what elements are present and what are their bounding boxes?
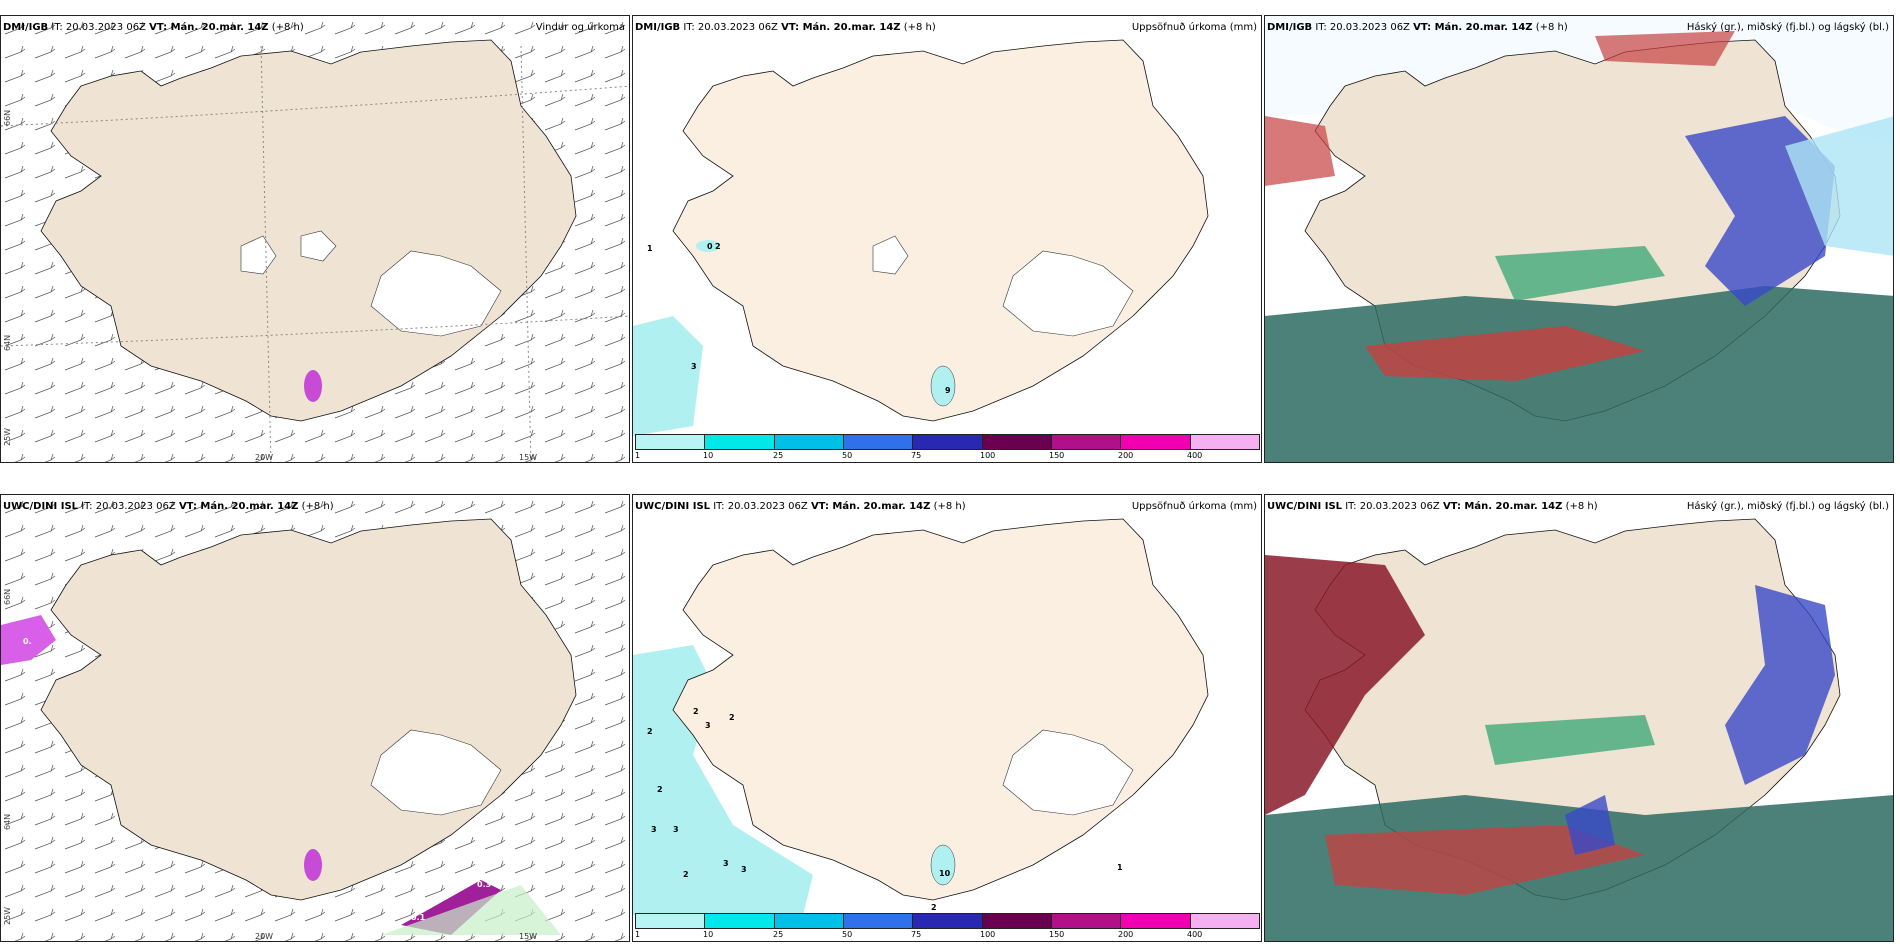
precip-area: [930, 365, 956, 407]
precip-value-label: 2: [647, 727, 653, 736]
precip-area: [633, 316, 703, 436]
panel-wind-precip-uwc: UWC/DINI ISL IT: 20.03.2023 06Z VT: Mán.…: [0, 494, 630, 942]
panel-header: DMI/IGB IT: 20.03.2023 06Z VT: Mán. 20.m…: [1267, 22, 1568, 33]
precip-area: [696, 240, 720, 252]
mid-cloud-area: [1725, 585, 1835, 785]
precip-map: [633, 518, 1209, 915]
precip-legend: 1 10 25 50 75 100 150 200 400: [635, 434, 1260, 460]
product-title: Vindur og úrkoma: [535, 22, 625, 33]
glacier-vatnajokull: [1002, 729, 1134, 816]
precip-value-label: 9: [945, 386, 951, 395]
precip-area: [304, 849, 322, 881]
panel-header: DMI/IGB IT: 20.03.2023 06Z VT: Mán. 20.m…: [3, 22, 304, 33]
product-title: Uppsöfnuð úrkoma (mm): [1131, 22, 1257, 33]
legend-ticks: 1 10 25 50 75 100 150 200 400: [635, 930, 1203, 939]
panel-clouds-uwc: UWC/DINI ISL IT: 20.03.2023 06Z VT: Mán.…: [1264, 494, 1894, 942]
lat-label: 64N: [3, 813, 12, 830]
lat-label: 25W: [3, 427, 12, 446]
lon-label: 15W: [519, 453, 538, 462]
lat-label: 25W: [3, 906, 12, 925]
low-cloud-area: [1265, 555, 1425, 815]
precip-value-label: 10: [939, 869, 951, 878]
precip-value-label: 2: [715, 242, 721, 251]
precip-value-label: 0.: [23, 637, 32, 646]
legend-colorbar: [635, 434, 1260, 450]
wind-map: [1, 495, 629, 941]
precip-area: [930, 844, 956, 886]
precip-legend: 1 10 25 50 75 100 150 200 400: [635, 913, 1260, 939]
lat-label: 64N: [3, 334, 12, 351]
glacier-hofsjokull: [300, 230, 337, 262]
cloud-map: [1265, 495, 1893, 941]
precip-value-label: 2: [683, 870, 689, 879]
glacier-vatnajokull: [370, 250, 502, 337]
precip-value-label: 2: [931, 903, 937, 912]
low-cloud-area: [1595, 31, 1735, 66]
precip-value-label: 0.1: [411, 913, 426, 922]
lat-label: 66N: [3, 588, 12, 605]
precip-value-label: 3: [723, 859, 729, 868]
high-cloud-area: [1495, 246, 1665, 301]
mid-cloud-area: [1785, 116, 1893, 256]
precip-value-label: 3: [741, 865, 747, 874]
high-cloud-area: [1485, 715, 1655, 765]
glacier-vatnajokull: [1002, 250, 1134, 337]
low-cloud-area: [1365, 326, 1645, 381]
glacier-langjokull: [240, 235, 277, 275]
mid-cloud-area: [1565, 795, 1615, 855]
legend-colorbar: [635, 913, 1260, 929]
precip-value-label: 2: [729, 713, 735, 722]
precip-value-label: 2: [657, 785, 663, 794]
glacier-langjokull: [872, 235, 909, 275]
cloud-map: [1265, 16, 1893, 462]
low-cloud-area: [1325, 825, 1645, 895]
panel-clouds-dmi: DMI/IGB IT: 20.03.2023 06Z VT: Mán. 20.m…: [1264, 15, 1894, 463]
panel-accum-precip-dmi: DMI/IGB IT: 20.03.2023 06Z VT: Mán. 20.m…: [632, 15, 1262, 463]
lat-label: 66N: [3, 109, 12, 126]
wind-map: [1, 16, 629, 462]
panel-header: UWC/DINI ISL IT: 20.03.2023 06Z VT: Mán.…: [1267, 501, 1598, 512]
iceland-land: [672, 39, 1209, 422]
panel-header: UWC/DINI ISL IT: 20.03.2023 06Z VT: Mán.…: [635, 501, 966, 512]
low-cloud-area: [1265, 116, 1335, 186]
precip-value-label: 1: [1117, 863, 1123, 872]
product-title: Háský (gr.), miðský (fj.bl.) og lágský (…: [1686, 22, 1889, 33]
precip-value-label: 2: [693, 707, 699, 716]
precip-area: [1, 615, 56, 665]
precip-value-label: 3: [705, 721, 711, 730]
lon-label: 20W: [255, 932, 274, 941]
glacier-vatnajokull: [370, 729, 502, 816]
precip-map: [633, 39, 1209, 436]
precip-value-label: 1: [647, 244, 653, 253]
precip-value-label: 3: [651, 825, 657, 834]
lon-label: 20W: [255, 453, 274, 462]
panel-header: UWC/DINI ISL IT: 20.03.2023 06Z VT: Mán.…: [3, 501, 334, 512]
precip-area: [304, 370, 322, 402]
precip-value-label: 0: [707, 242, 713, 251]
panel-accum-precip-uwc: UWC/DINI ISL IT: 20.03.2023 06Z VT: Mán.…: [632, 494, 1262, 942]
precip-value-label: 3: [691, 362, 697, 371]
precip-value-label: 0.3: [477, 880, 492, 889]
product-title: Uppsöfnuð úrkoma (mm): [1131, 501, 1257, 512]
high-cloud-area: [1265, 286, 1893, 462]
legend-ticks: 1 10 25 50 75 100 150 200 400: [635, 451, 1203, 460]
lon-label: 15W: [519, 932, 538, 941]
panel-wind-precip-dmi: DMI/IGB IT: 20.03.2023 06Z VT: Mán. 20.m…: [0, 15, 630, 463]
precip-value-label: 3: [673, 825, 679, 834]
precip-area: [381, 885, 561, 935]
panel-header: DMI/IGB IT: 20.03.2023 06Z VT: Mán. 20.m…: [635, 22, 936, 33]
product-title: Háský (gr.), miðský (fj.bl.) og lágský (…: [1686, 501, 1889, 512]
